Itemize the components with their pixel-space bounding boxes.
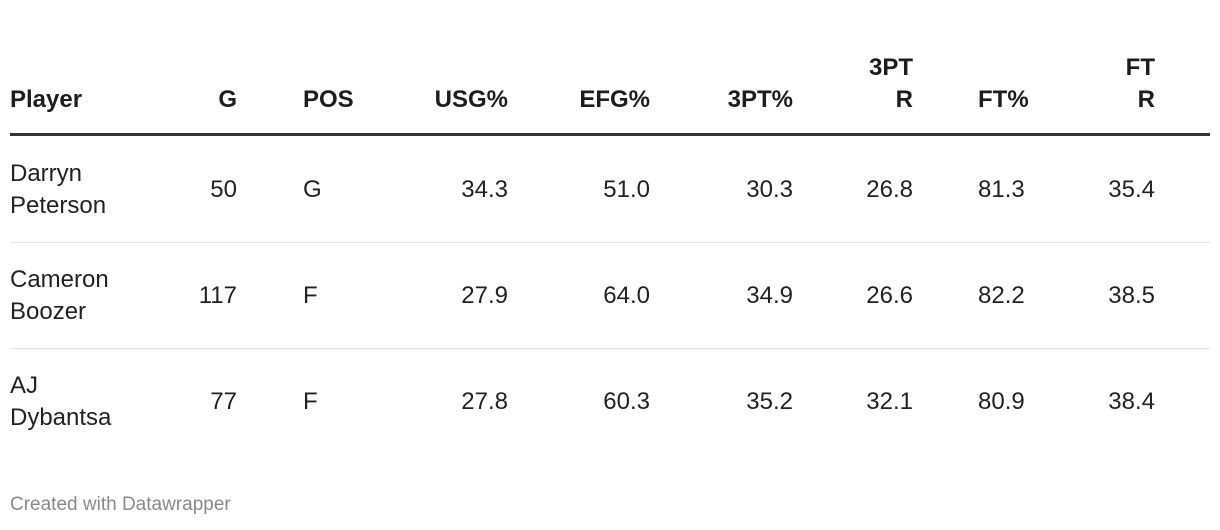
column-header: 3PT% bbox=[727, 86, 793, 113]
header-rule bbox=[10, 133, 1210, 136]
table-cell: 27.9 bbox=[461, 282, 508, 309]
table-cell: 26.8 bbox=[866, 176, 913, 203]
table-cell: 81.3 bbox=[978, 176, 1025, 203]
player-name: Darryn Peterson bbox=[10, 160, 107, 219]
table-cell: 34.3 bbox=[461, 176, 508, 203]
row-separator bbox=[10, 242, 1210, 243]
column-header: USG% bbox=[434, 86, 508, 113]
table-cell: G bbox=[303, 176, 322, 203]
table-cell: 26.6 bbox=[866, 282, 913, 309]
column-header: Player bbox=[10, 86, 83, 113]
table-cell: 35.2 bbox=[746, 388, 793, 415]
column-header: POS bbox=[303, 86, 354, 113]
table-cell: 27.8 bbox=[461, 388, 508, 415]
table-cell: 82.2 bbox=[978, 282, 1025, 309]
row-separator bbox=[10, 348, 1210, 349]
table-cell: 30.3 bbox=[746, 176, 793, 203]
table-cell: 117 bbox=[198, 282, 237, 309]
column-header: G bbox=[218, 86, 237, 113]
table-cell: 34.9 bbox=[746, 282, 793, 309]
table-cell: 38.5 bbox=[1108, 282, 1155, 309]
table-cell: 51.0 bbox=[603, 176, 650, 203]
table-cell: 38.4 bbox=[1108, 388, 1155, 415]
table-cell: 60.3 bbox=[603, 388, 650, 415]
table-cell: 35.4 bbox=[1108, 176, 1155, 203]
table-cell: F bbox=[303, 282, 318, 309]
table-cell: 32.1 bbox=[866, 388, 913, 415]
player-name: AJ Dybantsa bbox=[10, 372, 112, 431]
column-header: EFG% bbox=[579, 86, 650, 113]
column-header: FT R bbox=[1125, 54, 1155, 113]
table-cell: 80.9 bbox=[978, 388, 1025, 415]
table-cell: 64.0 bbox=[603, 282, 650, 309]
table-cell: 50 bbox=[210, 176, 237, 203]
table-cell: 77 bbox=[210, 388, 237, 415]
footer: Created with Datawrapper bbox=[10, 494, 231, 515]
table-cell: F bbox=[303, 388, 318, 415]
column-header: 3PT R bbox=[868, 54, 913, 113]
column-header: FT% bbox=[978, 86, 1029, 113]
player-name: Cameron Boozer bbox=[10, 266, 109, 325]
